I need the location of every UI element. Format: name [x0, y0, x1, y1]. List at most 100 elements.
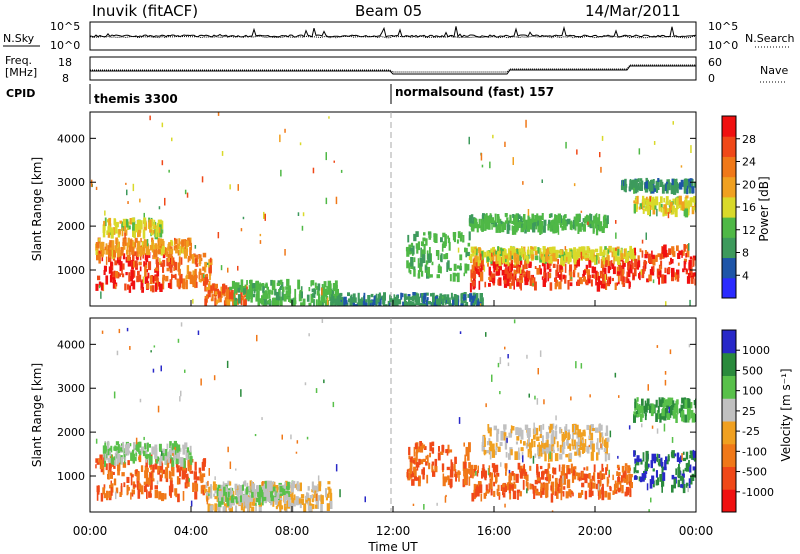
velocity-cell: [193, 471, 197, 480]
velocity-cell: [471, 492, 475, 502]
velocity-cell: [164, 456, 168, 461]
power-cell: [421, 270, 424, 277]
power-cell: [134, 224, 138, 233]
power-cell: [142, 276, 145, 283]
power-cell: [519, 260, 523, 265]
power-cell: [502, 251, 505, 260]
velocity-cell: [672, 400, 675, 408]
velocity-cell: [234, 483, 238, 490]
velocity-cell: [159, 474, 163, 482]
power-cell: [170, 256, 173, 265]
power-cell: [602, 267, 604, 278]
velocity-cell: [246, 482, 249, 489]
power-cell: [251, 283, 256, 289]
power-cell: [302, 301, 305, 306]
velocity-cell: [525, 442, 529, 449]
power-cell: [410, 305, 414, 306]
power-cell: [609, 276, 612, 281]
power-cell: [160, 220, 164, 230]
velocity-cell: [563, 486, 566, 490]
power-cell: [444, 234, 447, 244]
velocity-cell: [485, 403, 487, 408]
power-cell: [463, 272, 465, 277]
power-cell: [116, 239, 119, 244]
velocity-cell: [505, 465, 508, 471]
power-cell: [498, 269, 501, 276]
power-cell: [141, 241, 144, 249]
power-cell: [270, 279, 273, 286]
power-cell: [648, 274, 652, 282]
velocity-cell: [224, 486, 228, 495]
power-cell: [127, 201, 129, 204]
power-cell: [321, 294, 325, 303]
velocity-cell: [154, 485, 158, 490]
velocity-cell: [208, 486, 211, 493]
power-cell: [446, 294, 450, 304]
power-cell: [506, 277, 510, 287]
velocity-cell: [647, 384, 649, 391]
power-cell: [604, 246, 607, 250]
power-cell: [522, 217, 525, 221]
power-cell: [645, 202, 648, 206]
power-cell: [133, 242, 136, 249]
power-cell: [641, 202, 644, 210]
velocity-cell: [110, 454, 113, 465]
power-cell: [329, 283, 332, 288]
velocity-cell: [134, 445, 136, 449]
power-cell: [206, 262, 209, 265]
power-cell: [198, 254, 202, 260]
power-cell: [301, 225, 304, 231]
power-cell: [547, 271, 550, 282]
power-cell: [352, 302, 356, 306]
power-cell: [469, 293, 473, 302]
velocity-cell: [189, 467, 191, 473]
power-cell: [403, 293, 407, 301]
velocity-cell: [447, 444, 450, 454]
velocity-cell: [539, 465, 543, 470]
power-cell: [638, 148, 641, 155]
velocity-cell: [564, 473, 568, 479]
power-cell: [205, 273, 208, 277]
velocity-cell: [251, 498, 255, 506]
power-cell: [494, 222, 498, 227]
power-cell: [469, 282, 472, 293]
velocity-cell: [527, 428, 531, 438]
velocity-cell: [476, 470, 479, 477]
power-cell: [420, 241, 424, 246]
power-cell: [586, 215, 590, 225]
power-cell: [214, 283, 218, 289]
power-cell: [125, 182, 127, 185]
velocity-cell: [528, 434, 530, 445]
velocity-cell: [507, 354, 509, 359]
power-cell: [541, 256, 546, 264]
velocity-cell: [531, 438, 534, 448]
power-cell: [152, 229, 155, 234]
velocity-cell: [339, 489, 341, 498]
velocity-cell: [533, 440, 536, 448]
power-cell: [548, 219, 551, 226]
power-cell: [641, 269, 645, 279]
power-cell: [226, 289, 230, 300]
velocity-cell: [483, 437, 486, 447]
power-cell: [181, 280, 183, 288]
x-tick-label: 16:00: [477, 524, 512, 538]
power-cell: [139, 249, 142, 257]
power-cell: [388, 302, 392, 306]
power-cell: [498, 256, 502, 266]
velocity-cell: [525, 480, 528, 487]
velocity-cell: [482, 464, 485, 471]
velocity-cell: [685, 463, 689, 472]
power-cell: [692, 257, 695, 267]
power-cell: [471, 223, 475, 232]
power-cell: [419, 263, 423, 272]
power-cell: [174, 245, 177, 249]
velocity-cell: [475, 488, 479, 495]
velocity-cell: [556, 441, 559, 448]
velocity-cell: [634, 458, 637, 464]
power-cell: [609, 246, 612, 251]
power-cell: [585, 280, 588, 284]
velocity-cell: [519, 465, 522, 473]
velocity-cell: [185, 473, 189, 484]
velocity-cell: [544, 469, 548, 474]
